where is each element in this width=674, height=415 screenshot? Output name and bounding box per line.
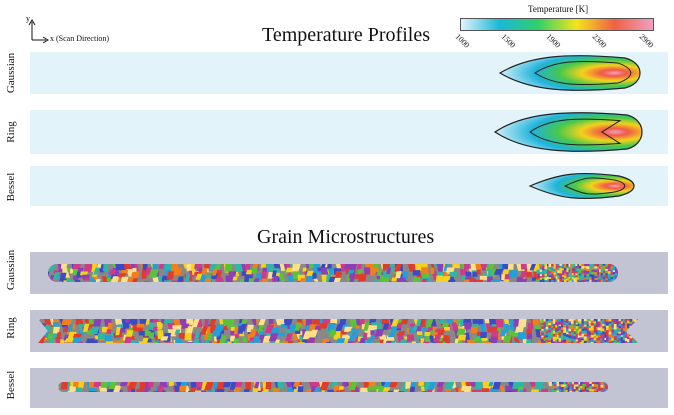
temp-panel-bessel	[30, 166, 668, 206]
melt-pool-region	[530, 173, 634, 199]
colorbar-tick: 1500	[499, 32, 518, 50]
temp-row-label-ring: Ring	[5, 121, 17, 143]
temp-row-label-bessel: Bessel	[5, 172, 17, 202]
temperature-section-title: Temperature Profiles	[262, 24, 430, 46]
grain-panel-bessel	[30, 368, 668, 408]
grain-mosaic	[58, 382, 608, 392]
grain-row-label-bessel: Bessel	[5, 370, 17, 400]
colorbar: Temperature [K] 1000 1500 1900 2300 2900	[454, 4, 658, 64]
bessel-melt-pool	[528, 172, 635, 200]
grain-section-title: Grain Microstructures	[257, 226, 435, 248]
temp-row-label-gaussian: Gaussian	[5, 52, 17, 94]
grain-panel-ring	[30, 310, 668, 352]
temp-panel-gaussian	[30, 52, 668, 94]
bessel-grain-track	[58, 382, 608, 392]
melt-pool-contour-inner	[529, 118, 622, 146]
grain-row-label-ring: Ring	[5, 317, 17, 339]
melt-pool-contour-inner	[563, 177, 626, 195]
axis-y-label: y	[26, 14, 30, 23]
melt-pool-region	[495, 112, 642, 152]
melt-pool-contour-outer	[528, 172, 635, 200]
ring-melt-pool	[493, 112, 643, 152]
colorbar-tick: 2900	[637, 32, 656, 50]
grain-panel-gaussian	[30, 252, 668, 294]
melt-pool-contour-inner	[534, 60, 632, 86]
grain-mosaic	[48, 264, 618, 282]
grain-mosaic	[38, 319, 638, 343]
colorbar-tick: 1000	[453, 32, 472, 50]
melt-pool-region	[500, 55, 640, 91]
colorbar-tick: 1900	[544, 32, 563, 50]
gaussian-grain-track	[48, 264, 618, 282]
colorbar-tick: 2300	[590, 32, 609, 50]
gaussian-melt-pool	[498, 55, 641, 91]
ring-grain-track	[38, 319, 638, 343]
axis-x-label: x (Scan Direction)	[50, 34, 110, 43]
melt-pool-contour-outer	[498, 55, 641, 91]
colorbar-label: Temperature [K]	[528, 4, 589, 14]
axis-indicator: y x (Scan Direction)	[24, 14, 134, 46]
axis-arrows-icon	[28, 19, 49, 44]
melt-pool-contour-outer	[493, 112, 643, 152]
temp-panel-ring	[30, 110, 668, 154]
colorbar-gradient	[460, 18, 654, 31]
grain-row-label-gaussian: Gaussian	[5, 249, 17, 291]
